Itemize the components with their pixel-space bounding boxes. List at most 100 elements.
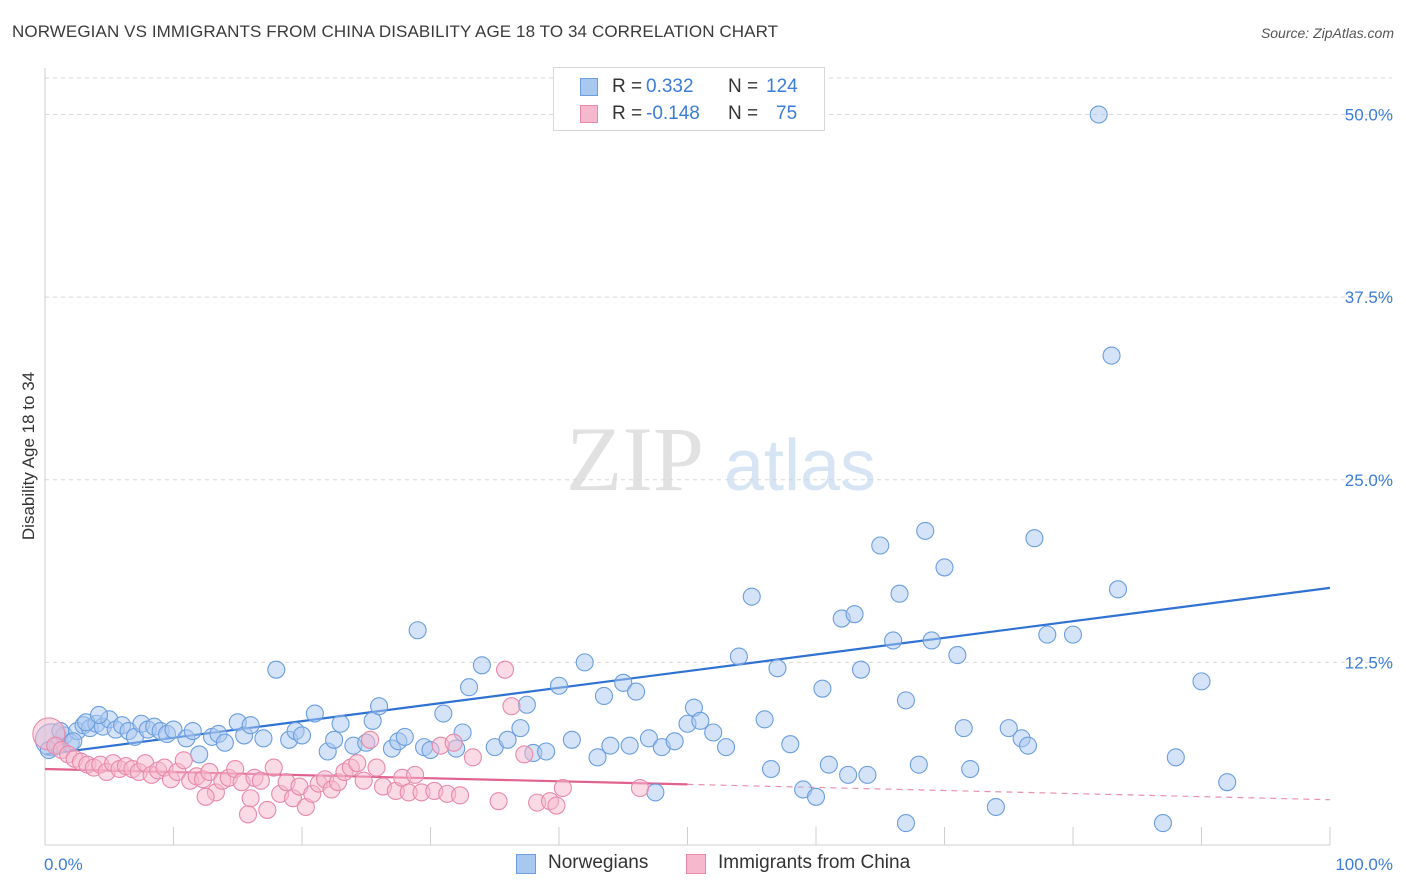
norwegian-point bbox=[916, 521, 935, 540]
norwegian-point bbox=[241, 716, 260, 735]
norwegian-point bbox=[813, 679, 832, 698]
norwegian-point bbox=[537, 742, 556, 761]
norwegian-point bbox=[517, 695, 536, 714]
chart-title: NORWEGIAN VS IMMIGRANTS FROM CHINA DISAB… bbox=[12, 22, 779, 41]
norwegian-point bbox=[819, 755, 838, 774]
china-point bbox=[553, 778, 572, 798]
norwegian-point bbox=[704, 723, 723, 742]
norwegian-point bbox=[594, 686, 614, 706]
norwegian-point bbox=[395, 727, 414, 746]
norwegian-point bbox=[190, 745, 209, 764]
china-point bbox=[258, 800, 277, 819]
norwegian-point bbox=[588, 748, 607, 767]
norwegian-point bbox=[871, 536, 890, 555]
norwegian-point bbox=[909, 755, 928, 774]
china-point bbox=[515, 745, 534, 764]
norwegian-point bbox=[267, 660, 286, 679]
legend-label-china: Immigrants from China bbox=[718, 852, 911, 873]
norwegian-point bbox=[601, 736, 620, 755]
axis-layer: 12.5% 25.0% 37.5% 50.0% 0.0% 100.0% bbox=[44, 68, 1393, 874]
norwegian-point bbox=[472, 656, 491, 675]
norwegian-point bbox=[511, 719, 530, 738]
norwegian-point bbox=[215, 733, 234, 752]
norwegian-point bbox=[845, 605, 864, 624]
legend-row-china: R = -0.148 N = 75 bbox=[554, 101, 824, 127]
norwegian-point bbox=[1063, 625, 1083, 644]
correlation-legend: R = 0.332 N = 124 R = -0.148 N = 75 bbox=[553, 67, 825, 131]
norwegian-point bbox=[627, 682, 646, 701]
y-axis-label: Disability Age 18 to 34 bbox=[19, 372, 38, 540]
legend-row-norwegians: R = 0.332 N = 124 bbox=[554, 74, 824, 100]
legend-n-value: 124 bbox=[766, 76, 798, 97]
norwegian-point bbox=[183, 721, 202, 741]
norwegian-point bbox=[729, 647, 748, 666]
china-point bbox=[251, 771, 270, 790]
norwegian-point bbox=[665, 732, 684, 751]
norwegian-point bbox=[890, 584, 909, 603]
china-point bbox=[241, 789, 260, 808]
norwegian-point bbox=[851, 660, 871, 679]
norwegian-point bbox=[1102, 346, 1121, 365]
norwegian-point bbox=[1153, 814, 1172, 833]
source-label: Source: ZipAtlas.com bbox=[1260, 25, 1394, 41]
x-tick-label-max: 100.0% bbox=[1335, 855, 1393, 874]
norwegian-point bbox=[549, 676, 569, 695]
norwegian-point bbox=[1192, 672, 1211, 691]
china-point bbox=[196, 787, 215, 806]
norwegian-point bbox=[562, 730, 581, 749]
legend-swatch-pink bbox=[580, 105, 598, 123]
norwegian-point bbox=[691, 711, 710, 730]
norwegian-point bbox=[646, 783, 665, 802]
china-point bbox=[502, 697, 521, 716]
legend-swatch-china bbox=[686, 854, 706, 874]
norwegian-point bbox=[331, 714, 350, 733]
china-point bbox=[238, 805, 258, 824]
china-point bbox=[630, 778, 650, 798]
trend-line-china-dashed bbox=[687, 783, 1331, 801]
norwegian-point bbox=[89, 705, 109, 725]
legend-label-norwegians: Norwegians bbox=[548, 852, 649, 873]
norwegian-point bbox=[1038, 625, 1057, 644]
norwegian-point bbox=[434, 704, 453, 723]
watermark-atlas: atlas bbox=[724, 426, 876, 506]
norwegian-point bbox=[806, 787, 826, 806]
china-point bbox=[264, 758, 283, 777]
norwegian-point bbox=[986, 797, 1005, 817]
china-point bbox=[451, 786, 470, 805]
points-layer bbox=[32, 105, 1237, 833]
norwegian-point bbox=[575, 653, 594, 672]
norwegian-point bbox=[620, 736, 639, 755]
norwegian-point bbox=[370, 697, 389, 716]
norwegian-point bbox=[896, 814, 916, 833]
norwegian-point bbox=[768, 659, 787, 678]
legend-r-value: -0.148 bbox=[646, 103, 700, 124]
norwegian-point bbox=[948, 646, 967, 665]
legend-n-value: 75 bbox=[776, 103, 798, 124]
norwegian-point bbox=[292, 726, 312, 745]
y-tick-label: 37.5% bbox=[1345, 288, 1393, 307]
norwegian-point bbox=[408, 621, 427, 640]
china-point bbox=[547, 796, 566, 815]
norwegian-point bbox=[1025, 529, 1044, 548]
norwegian-point bbox=[1166, 748, 1185, 767]
norwegian-point bbox=[896, 691, 916, 710]
legend-r-label: R = bbox=[612, 76, 643, 97]
norwegian-point bbox=[781, 735, 800, 754]
norwegian-point bbox=[1218, 773, 1237, 792]
china-point bbox=[463, 748, 482, 767]
norwegian-point bbox=[1018, 736, 1038, 755]
y-tick-label: 50.0% bbox=[1345, 106, 1393, 125]
norwegian-point bbox=[742, 587, 761, 606]
legend-r-value: 0.332 bbox=[646, 76, 694, 97]
norwegian-point bbox=[999, 719, 1018, 738]
norwegian-point bbox=[755, 710, 774, 729]
norwegian-point bbox=[1089, 105, 1108, 124]
y-tick-label: 25.0% bbox=[1345, 471, 1393, 490]
grid-layer bbox=[45, 77, 1392, 663]
legend-swatch-blue bbox=[580, 78, 598, 96]
china-point bbox=[348, 754, 367, 773]
norwegian-point bbox=[639, 729, 659, 748]
china-point bbox=[489, 792, 508, 811]
norwegian-point bbox=[761, 759, 781, 779]
